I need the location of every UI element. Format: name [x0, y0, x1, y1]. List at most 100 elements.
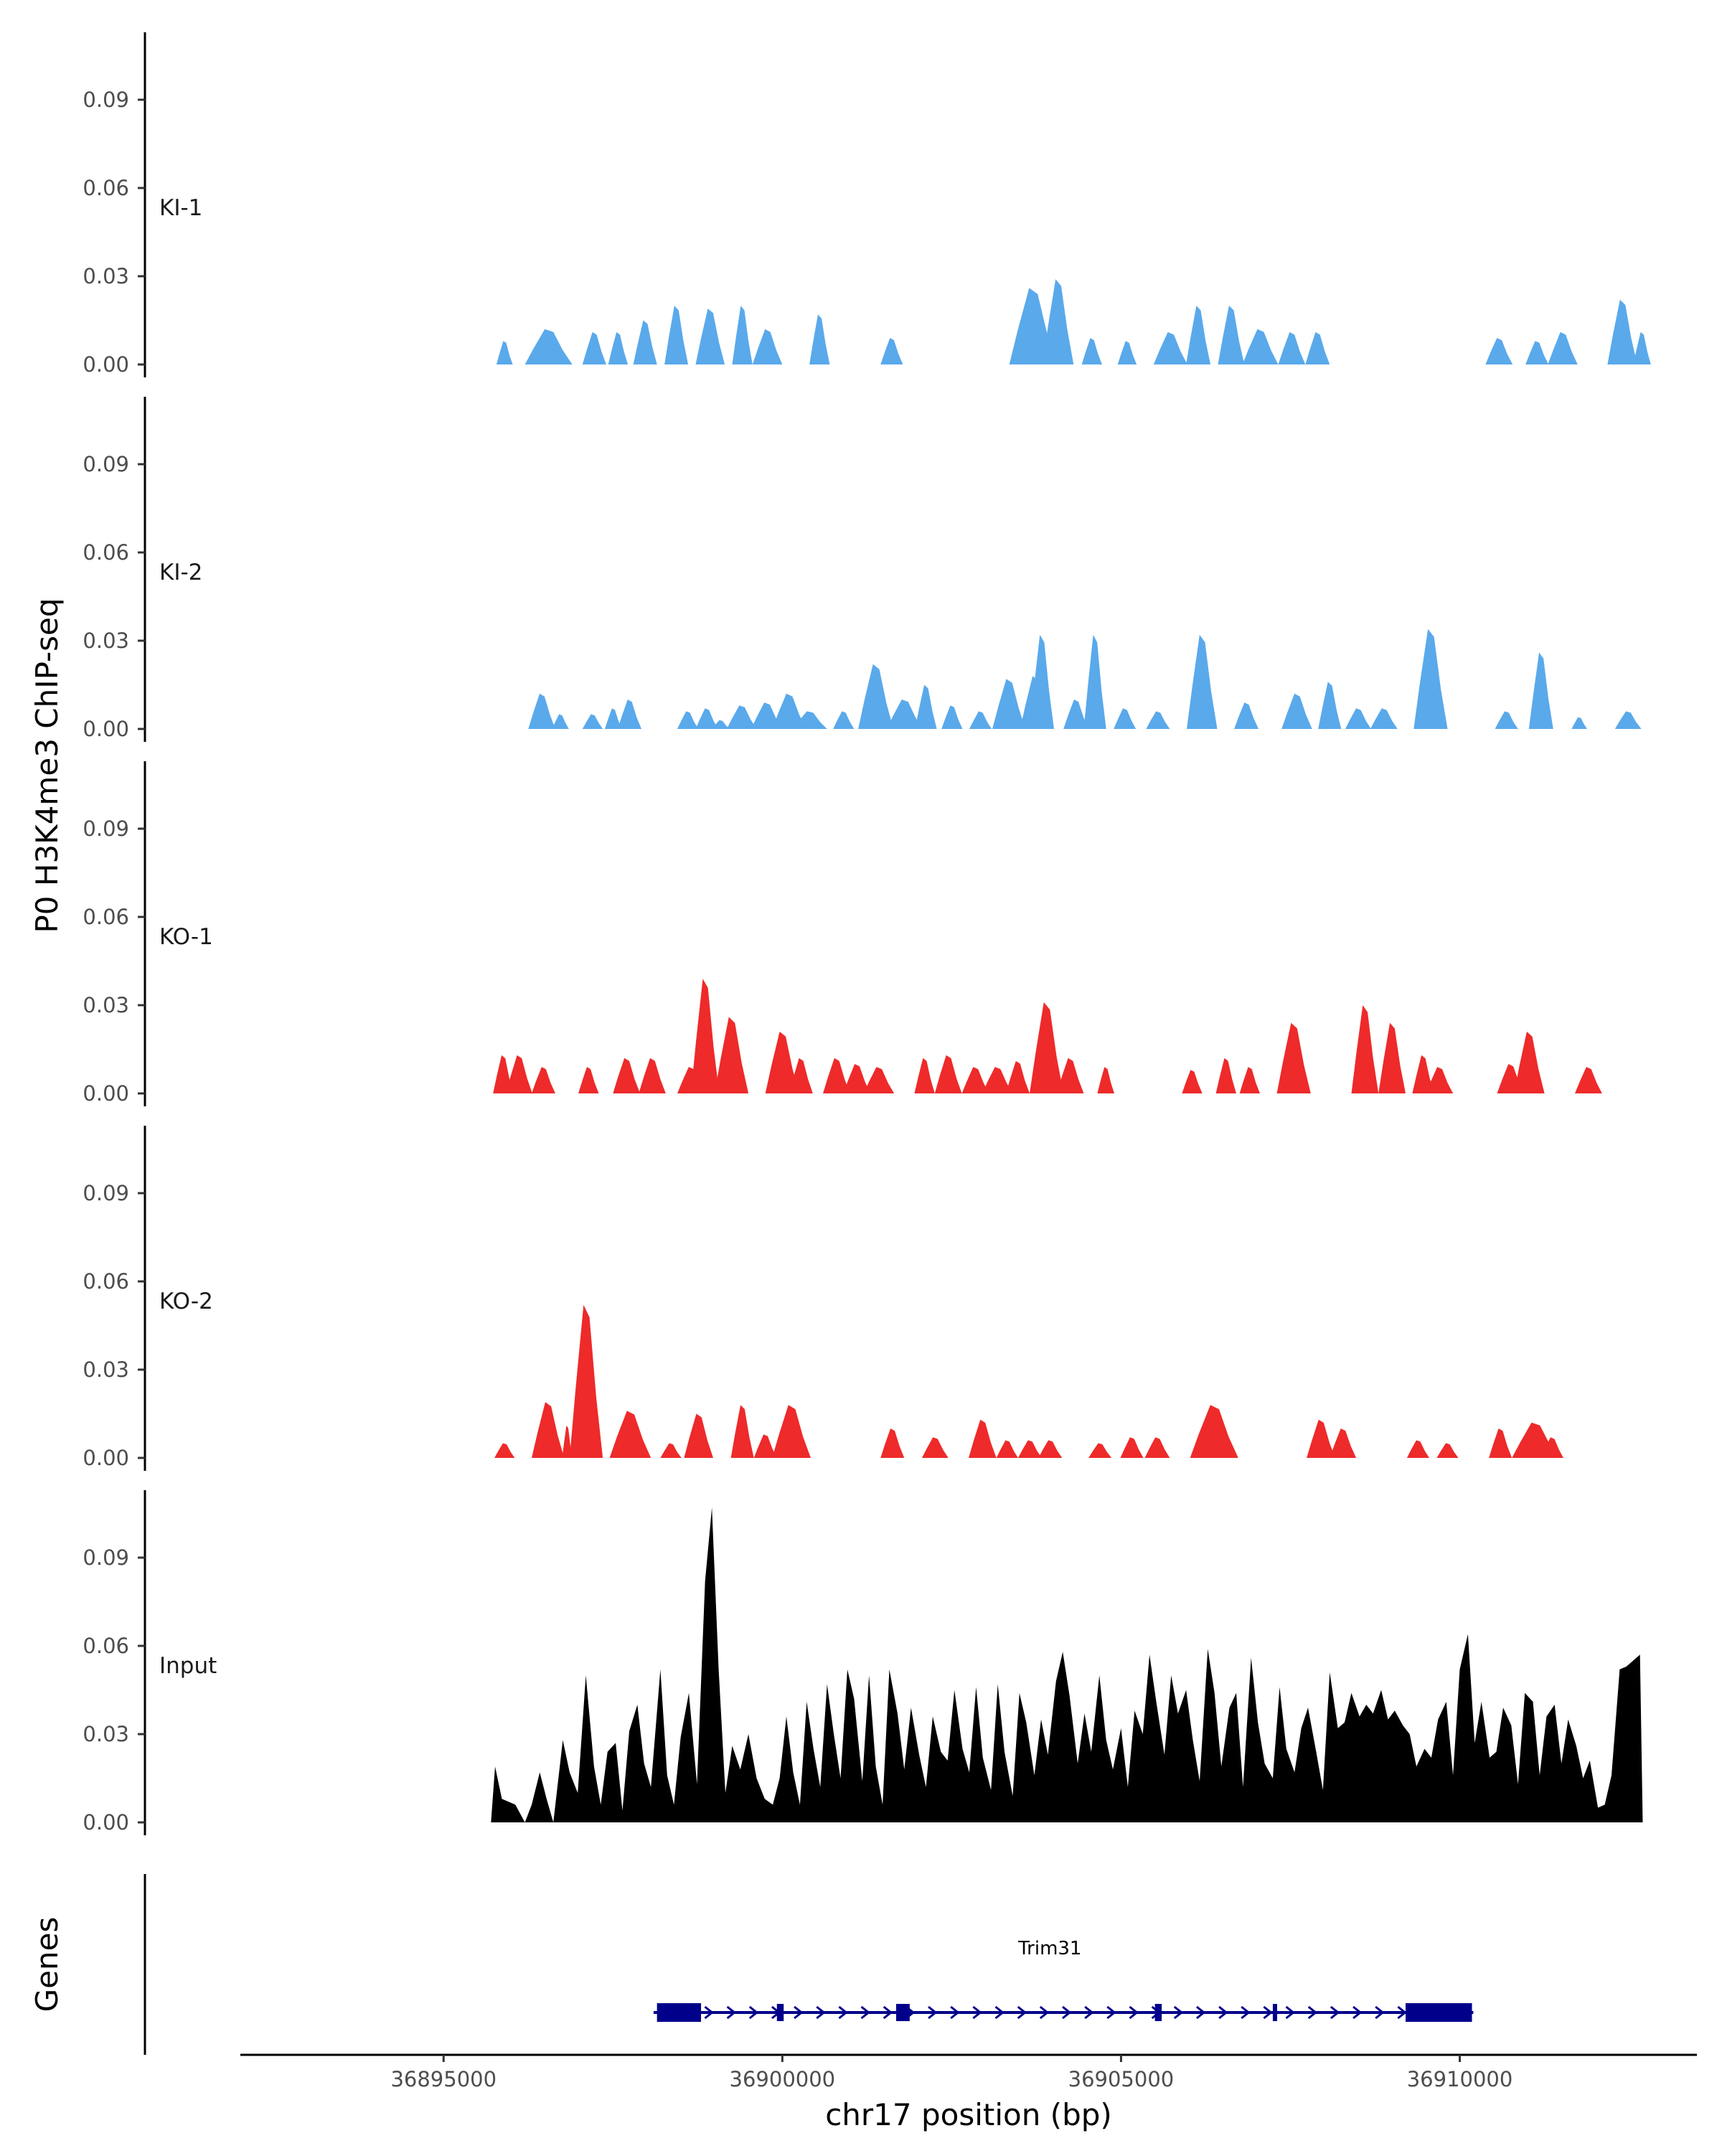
coverage-peak	[792, 711, 827, 729]
y-tick-label: 0.09	[83, 1545, 129, 1570]
coverage-peak	[1633, 331, 1651, 364]
strand-arrow	[1062, 2005, 1072, 2020]
coverage-peak	[1009, 288, 1057, 364]
coverage-peak	[712, 720, 730, 729]
gene-exon	[1272, 2004, 1277, 2021]
coverage-peak	[1038, 1440, 1063, 1458]
gene-exon	[1154, 2004, 1162, 2021]
coverage-peak	[1413, 629, 1448, 729]
coverage-peak	[1081, 338, 1102, 364]
coverage-peak	[578, 1067, 599, 1093]
strand-arrow	[1129, 2005, 1139, 2020]
coverage-peak	[582, 714, 603, 729]
coverage-peak	[969, 1419, 997, 1458]
strand-arrow	[928, 2005, 938, 2020]
coverage-peak	[677, 711, 699, 729]
coverage-peak	[1495, 711, 1518, 729]
coverage-peak	[1607, 299, 1637, 364]
coverage-peak	[695, 309, 725, 364]
strand-arrow	[1307, 2005, 1318, 2020]
coverage-peak	[1426, 1067, 1454, 1093]
track-label: KO-2	[159, 1289, 213, 1314]
coverage-peak	[772, 1405, 811, 1458]
strand-arrow	[794, 2005, 804, 2020]
coverage-peak	[1370, 708, 1398, 729]
strand-arrow	[1173, 2005, 1184, 2020]
coverage-peak	[1117, 341, 1137, 364]
coverage-peak	[1017, 1440, 1042, 1458]
coverage-peak	[1182, 1070, 1203, 1093]
coverage-peak	[552, 714, 569, 729]
coverage-peak	[1540, 1437, 1563, 1458]
coverage-peak	[1345, 708, 1371, 729]
coverage-peak	[730, 1405, 754, 1458]
coverage-peak	[833, 711, 855, 729]
y-tick-label: 0.00	[83, 717, 129, 741]
coverage-peak	[880, 338, 903, 364]
track-ki-2: 0.00 0.03 0.06 0.09 KI-2	[83, 397, 1642, 742]
coverage-peak	[569, 1304, 603, 1458]
strand-arrow	[994, 2005, 1004, 2020]
coverage-peak	[969, 711, 992, 729]
coverage-peak	[863, 1067, 895, 1093]
coverage-peak	[934, 1055, 962, 1093]
strand-arrow	[1263, 2005, 1273, 2020]
strand-arrow	[1039, 2005, 1050, 2020]
coverage-peak	[880, 1428, 905, 1458]
coverage-peak	[996, 1440, 1018, 1458]
coverage-peak	[753, 1434, 777, 1458]
coverage-peak	[1234, 702, 1259, 729]
gene-panel: Trim31	[144, 1874, 1474, 2055]
strand-arrow	[1352, 2005, 1363, 2020]
coverage-peak	[1239, 1067, 1260, 1093]
track-input: 0.00 0.03 0.06 0.09 Input	[83, 1490, 1643, 1835]
coverage-peak	[789, 1058, 813, 1093]
coverage-peak	[1318, 682, 1342, 729]
x-axis-title: chr17 position (bp)	[825, 2097, 1112, 2132]
coverage-peak	[609, 1411, 651, 1458]
coverage-peak	[493, 1055, 514, 1093]
coverage-peak	[506, 1055, 532, 1093]
coverage-peak	[1571, 717, 1587, 729]
strand-arrow	[1106, 2005, 1116, 2020]
coverage-peak	[1114, 708, 1137, 729]
coverage-peak	[961, 1067, 989, 1093]
coverage-peak	[1614, 711, 1642, 729]
track-label: KO-1	[159, 924, 213, 950]
coverage-peak	[915, 684, 937, 729]
coverage-peak	[732, 306, 753, 364]
coverage-peak	[1186, 306, 1211, 364]
coverage-peak	[1489, 1428, 1512, 1458]
coverage-peak	[714, 1017, 749, 1093]
coverage-peak	[772, 693, 806, 729]
track-ko-1: 0.00 0.03 0.06 0.09 KO-1	[83, 761, 1602, 1106]
strand-arrow	[1195, 2005, 1206, 2020]
x-tick-label: 36895000	[390, 2067, 497, 2091]
track-label: KI-2	[159, 560, 202, 585]
coverage-peak	[992, 679, 1026, 729]
coverage-peak	[921, 1437, 949, 1458]
x-tick-label: 36900000	[730, 2067, 836, 2091]
y-tick-label: 0.03	[83, 1722, 129, 1746]
coverage-peak	[1281, 693, 1312, 729]
coverage-peak	[858, 664, 894, 729]
x-tick-label: 36910000	[1407, 2067, 1513, 2091]
coverage-peak	[809, 314, 830, 364]
coverage-peak	[1330, 1428, 1357, 1458]
strand-arrow	[726, 2005, 736, 2020]
coverage-peak	[1030, 1002, 1064, 1093]
y-tick-label: 0.00	[83, 1446, 129, 1470]
y-tick-label: 0.00	[83, 1081, 129, 1106]
y-axis-title: P0 H3K4me3 ChIP-seq	[29, 598, 65, 933]
coverage-peak	[608, 331, 629, 364]
coverage-peak	[843, 1064, 871, 1093]
strand-arrow	[1218, 2005, 1228, 2020]
y-tick-label: 0.09	[83, 88, 129, 112]
y-tick-label: 0.06	[83, 540, 129, 565]
coverage-peak	[1412, 1055, 1434, 1093]
strand-arrow	[704, 2005, 714, 2020]
coverage-peak	[1042, 279, 1074, 364]
y-tick-label: 0.03	[83, 993, 129, 1017]
strand-arrow	[950, 2005, 960, 2020]
